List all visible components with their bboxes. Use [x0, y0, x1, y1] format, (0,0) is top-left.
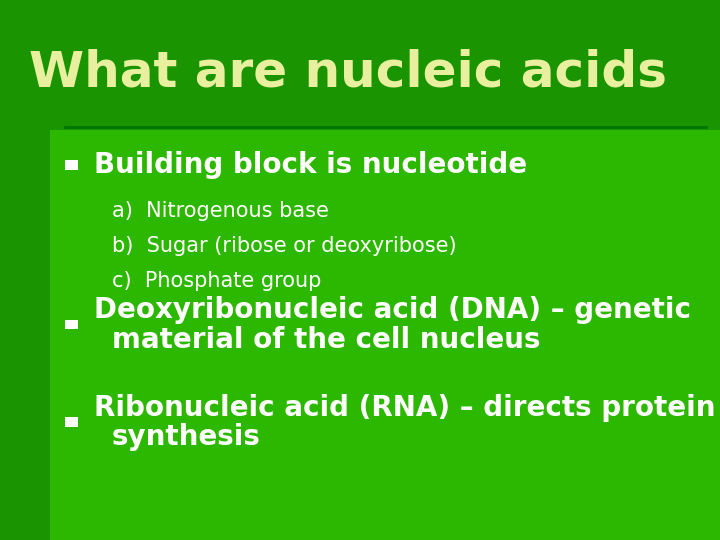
Bar — [65, 320, 78, 329]
Text: a)  Nitrogenous base: a) Nitrogenous base — [112, 200, 328, 221]
Text: c)  Phosphate group: c) Phosphate group — [112, 271, 321, 291]
Text: What are nucleic acids: What are nucleic acids — [29, 49, 667, 97]
Text: Building block is nucleotide: Building block is nucleotide — [94, 151, 527, 179]
Text: synthesis: synthesis — [112, 423, 261, 451]
Text: b)  Sugar (ribose or deoxyribose): b) Sugar (ribose or deoxyribose) — [112, 235, 456, 256]
Bar — [65, 160, 78, 170]
Bar — [65, 417, 78, 427]
Text: material of the cell nucleus: material of the cell nucleus — [112, 326, 540, 354]
Text: Deoxyribonucleic acid (DNA) – genetic: Deoxyribonucleic acid (DNA) – genetic — [94, 296, 690, 325]
Bar — [50, 130, 720, 540]
Text: Ribonucleic acid (RNA) – directs protein: Ribonucleic acid (RNA) – directs protein — [94, 394, 715, 422]
